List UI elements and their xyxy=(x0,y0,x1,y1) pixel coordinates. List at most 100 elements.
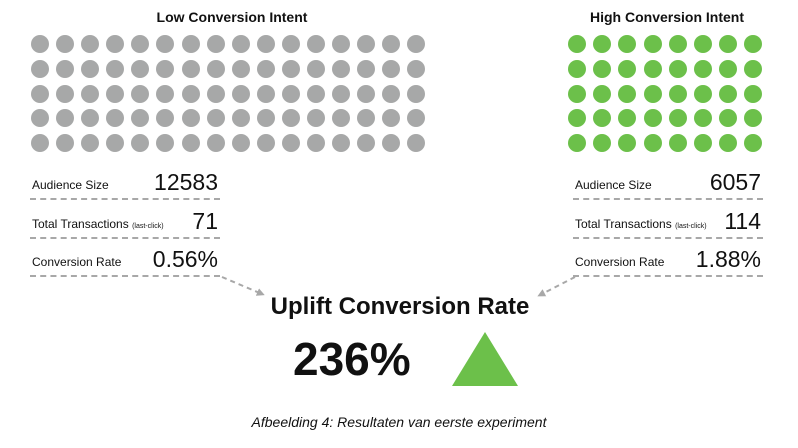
low-intent-dot xyxy=(81,109,100,128)
high-conversion-rate-row: Conversion Rate 1.88% xyxy=(573,245,763,277)
low-intent-dot xyxy=(206,59,225,78)
high-intent-dot xyxy=(668,134,687,153)
low-intent-dot xyxy=(307,59,326,78)
low-intent-dot xyxy=(156,134,175,153)
low-intent-dot xyxy=(281,84,300,103)
low-intent-dot xyxy=(256,59,275,78)
low-intent-dot xyxy=(332,59,351,78)
high-intent-dot xyxy=(693,134,712,153)
low-intent-title: Low Conversion Intent xyxy=(156,9,308,25)
high-intent-dot xyxy=(693,109,712,128)
metric-value: 0.56% xyxy=(152,246,218,272)
low-intent-dot xyxy=(31,134,49,153)
low-intent-dot xyxy=(382,59,401,78)
metric-value: 1.88% xyxy=(695,246,761,272)
low-intent-dot xyxy=(81,59,100,78)
metric-label: Total Transactions (last-click) xyxy=(575,217,707,231)
low-intent-dot xyxy=(307,84,326,103)
low-intent-dot xyxy=(307,134,326,153)
high-intent-dot xyxy=(593,59,612,78)
high-intent-dot xyxy=(593,134,612,153)
high-intent-dot xyxy=(693,35,712,53)
low-intent-dot xyxy=(382,109,401,128)
low-intent-dot xyxy=(357,35,376,53)
high-intent-dot xyxy=(618,35,637,53)
high-intent-dot xyxy=(744,35,763,53)
low-intent-dot xyxy=(231,84,250,103)
low-intent-dot xyxy=(231,35,250,53)
high-intent-dot xyxy=(719,84,738,103)
low-intent-dot xyxy=(106,134,125,153)
high-intent-dot xyxy=(693,84,712,103)
low-intent-dot xyxy=(256,35,275,53)
high-audience-size-row: Audience Size 6057 xyxy=(573,168,763,200)
high-intent-dot xyxy=(643,84,662,103)
low-intent-dot xyxy=(407,109,426,128)
metric-value: 12583 xyxy=(154,169,218,195)
low-intent-dot xyxy=(56,35,75,53)
low-intent-dot xyxy=(106,109,125,128)
high-intent-dot xyxy=(744,84,763,103)
low-intent-dot xyxy=(131,134,150,153)
high-intent-dot xyxy=(744,109,763,128)
low-intent-dot xyxy=(231,59,250,78)
low-intent-dot xyxy=(382,84,401,103)
low-intent-dot xyxy=(56,84,75,103)
high-intent-dot xyxy=(593,109,612,128)
high-intent-dot xyxy=(618,84,637,103)
low-conversion-rate-row: Conversion Rate 0.56% xyxy=(30,245,220,277)
low-intent-dot xyxy=(131,109,150,128)
high-intent-dot xyxy=(643,35,662,53)
high-intent-dot xyxy=(568,35,586,53)
low-intent-dot xyxy=(256,109,275,128)
up-triangle-icon xyxy=(452,332,518,386)
metric-value: 6057 xyxy=(709,169,761,195)
metric-value: 71 xyxy=(192,208,218,234)
high-intent-dot xyxy=(568,109,586,128)
low-intent-dot xyxy=(56,134,75,153)
low-intent-dot xyxy=(231,109,250,128)
high-intent-dot xyxy=(593,84,612,103)
low-intent-dot xyxy=(281,134,300,153)
high-intent-dot xyxy=(668,109,687,128)
high-intent-dot xyxy=(744,134,763,153)
figure-caption: Afbeelding 4: Resultaten van eerste expe… xyxy=(251,414,547,430)
low-intent-dot xyxy=(206,109,225,128)
uplift-title: Uplift Conversion Rate xyxy=(270,293,530,320)
low-intent-dot xyxy=(256,134,275,153)
low-intent-dot xyxy=(307,35,326,53)
high-intent-dot xyxy=(618,59,637,78)
low-intent-dot xyxy=(281,59,300,78)
low-intent-dot xyxy=(407,59,426,78)
low-intent-dot xyxy=(281,35,300,53)
low-intent-dot xyxy=(156,35,175,53)
low-intent-dot xyxy=(357,84,376,103)
low-audience-size-row: Audience Size 12583 xyxy=(30,168,220,200)
low-intent-dot xyxy=(181,109,200,128)
high-intent-dot-grid xyxy=(568,35,763,153)
low-intent-dot xyxy=(382,134,401,153)
high-intent-title: High Conversion Intent xyxy=(590,9,744,25)
low-intent-dot xyxy=(31,35,49,53)
low-intent-dot xyxy=(357,109,376,128)
low-intent-dot xyxy=(81,35,100,53)
low-intent-dot xyxy=(181,134,200,153)
low-intent-dot-grid xyxy=(31,35,426,153)
low-intent-dot xyxy=(357,134,376,153)
low-intent-dot xyxy=(81,84,100,103)
low-intent-dot xyxy=(106,84,125,103)
low-intent-dot xyxy=(156,109,175,128)
low-intent-dot xyxy=(332,84,351,103)
high-intent-dot xyxy=(618,109,637,128)
low-intent-dot xyxy=(281,109,300,128)
low-intent-dot xyxy=(357,59,376,78)
high-intent-dot xyxy=(568,84,586,103)
right-connector-arrow xyxy=(537,276,576,297)
left-connector-arrow xyxy=(221,276,265,296)
low-intent-dot xyxy=(181,84,200,103)
low-intent-dot xyxy=(206,84,225,103)
uplift-value: 236% xyxy=(293,333,411,385)
metric-label: Conversion Rate xyxy=(32,255,122,269)
low-intent-dot xyxy=(31,109,49,128)
